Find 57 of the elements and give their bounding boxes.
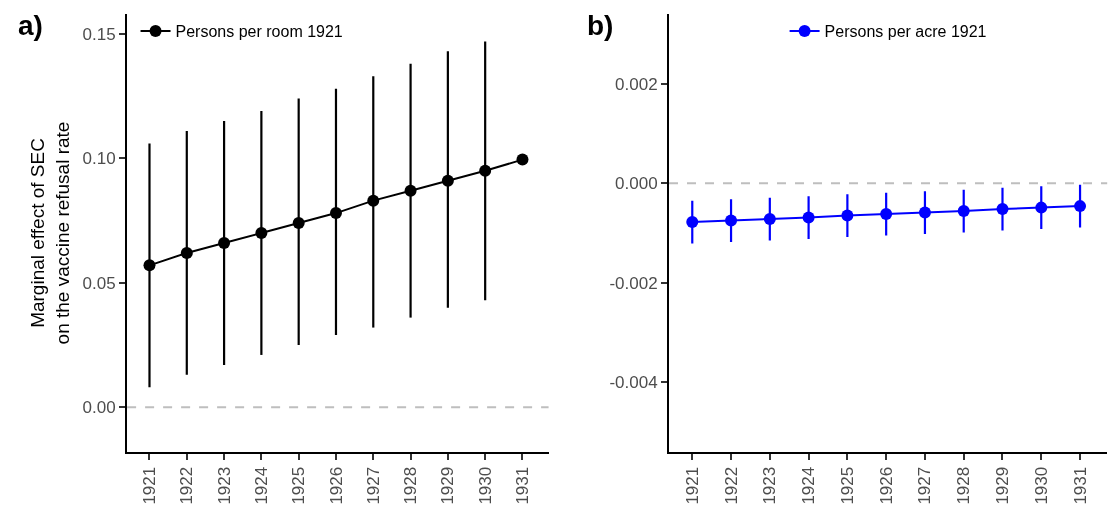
point <box>996 203 1009 216</box>
point <box>441 174 454 187</box>
point <box>841 209 854 222</box>
point <box>957 205 970 218</box>
x-tick-label: 1921 <box>682 466 702 505</box>
point <box>292 217 305 230</box>
x-tick-label: 1927 <box>363 466 383 505</box>
y-axis-title: Marginal effect of SEC on the vaccine refusal rate <box>27 121 73 345</box>
y-tick-label: 0.05 <box>82 273 116 293</box>
x-tick-label: 1924 <box>251 466 271 505</box>
x-tick-label: 1929 <box>993 466 1013 505</box>
x-tick-label: 1922 <box>177 466 197 505</box>
x-tick-label: 1930 <box>475 466 495 505</box>
x-tick-label: 1926 <box>326 466 346 505</box>
x-tick-label: 1921 <box>140 466 160 505</box>
point <box>763 213 776 226</box>
chart-title: a) <box>18 10 43 41</box>
x-tick-label: 1925 <box>837 466 857 505</box>
legend-label: Persons per acre 1921 <box>824 23 987 41</box>
point <box>218 236 231 249</box>
x-tick-label: 1927 <box>915 466 935 505</box>
y-tick-label: 0.000 <box>615 174 658 194</box>
point <box>880 208 893 221</box>
point <box>516 153 529 166</box>
legend-label: Persons per room 1921 <box>175 23 343 41</box>
x-tick-label: 1923 <box>760 466 780 505</box>
x-tick-label: 1931 <box>1070 466 1090 505</box>
x-tick-label: 1929 <box>438 466 458 505</box>
x-tick-label: 1923 <box>214 466 234 505</box>
point <box>180 246 193 259</box>
point <box>725 214 738 227</box>
x-tick-label: 1930 <box>1031 466 1051 505</box>
point <box>255 227 268 239</box>
x-tick-label: 1925 <box>289 466 309 505</box>
y-tick-label: 0.00 <box>82 398 116 418</box>
point <box>479 164 492 177</box>
y-tick-label: -0.002 <box>609 273 658 293</box>
chart-title: b) <box>587 10 614 41</box>
x-tick-label: 1922 <box>721 466 741 505</box>
point <box>802 211 815 224</box>
point <box>918 206 931 219</box>
y-tick-label: 0.002 <box>615 74 658 94</box>
y-tick-label: 0.15 <box>82 24 116 44</box>
x-tick-label: 1924 <box>799 466 819 505</box>
point <box>686 216 699 229</box>
y-tick-label: -0.004 <box>609 373 658 393</box>
point <box>143 259 156 272</box>
point <box>367 194 380 207</box>
point <box>1035 201 1048 214</box>
point <box>1074 200 1087 213</box>
y-tick-label: 0.10 <box>82 149 116 169</box>
x-tick-label: 1926 <box>876 466 896 505</box>
x-tick-label: 1928 <box>954 466 974 505</box>
x-tick-label: 1928 <box>401 466 421 505</box>
point <box>404 184 417 197</box>
point <box>329 207 342 220</box>
x-tick-label: 1931 <box>512 466 532 505</box>
